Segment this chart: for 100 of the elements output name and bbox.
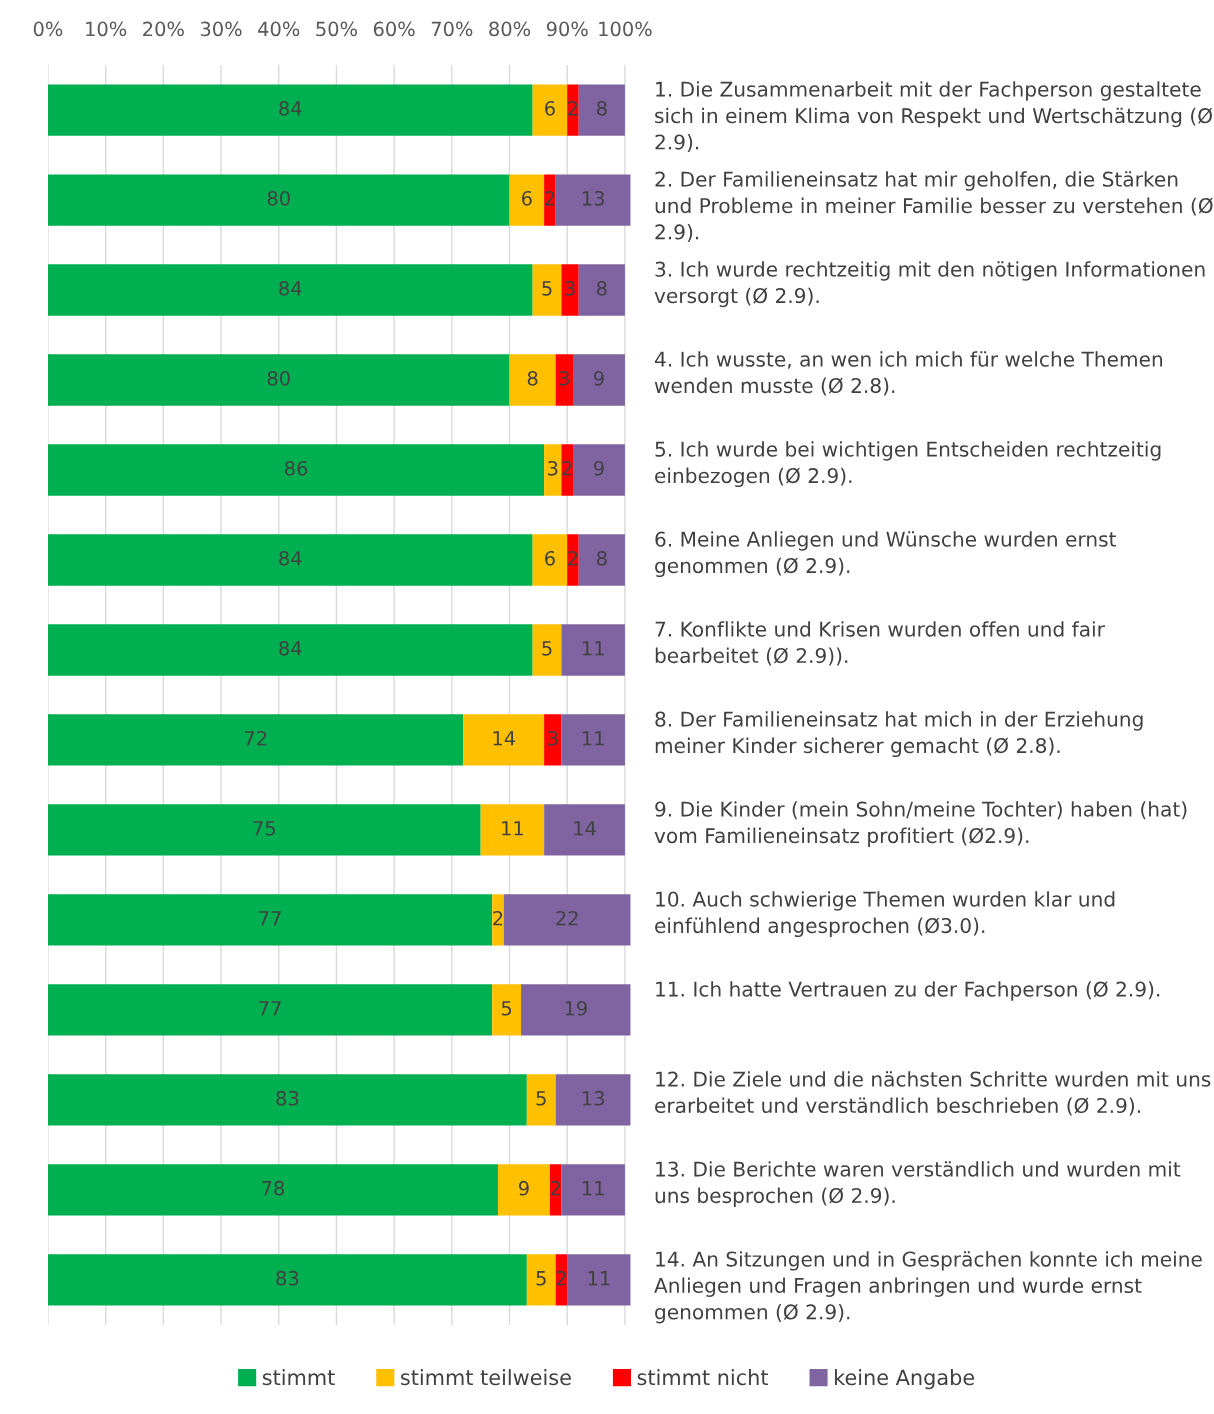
data-label: 14	[493, 731, 516, 746]
bar	[544, 444, 562, 496]
y-tick-label: 13. Die Berichte waren verständlich und wurden mit uns besprochen (Ø 2.9).	[655, 1161, 1181, 1208]
data-label: 14	[574, 821, 596, 836]
y-tick-label: 10. Auch schwierige Themen wurden klar und einfühlend angesprochen (Ø3.0).	[655, 891, 1115, 938]
data-label: 11	[502, 821, 523, 836]
data-label: 9	[593, 370, 604, 386]
bar	[572, 444, 625, 496]
data-label: 11	[588, 1271, 610, 1286]
x-tick-label: 10%	[86, 21, 127, 37]
data-label: 75	[253, 821, 275, 836]
y-tick-label: 6. Meine Anliegen und Wünsche wurden ernst genommen (Ø 2.9).	[655, 531, 1117, 578]
x-tick-label: 60%	[373, 21, 415, 37]
x-tick-label: 50%	[316, 21, 357, 37]
bar	[47, 1254, 527, 1306]
y-tick-label: 8. Der Familieneinsatz hat mich in der Erziehung meiner Kinder sicherer gemacht (Ø 2.8).	[655, 711, 1143, 758]
data-label: 8	[596, 280, 607, 296]
data-label: 11	[582, 731, 604, 746]
data-label: 5	[542, 281, 552, 296]
bar	[47, 264, 533, 316]
data-label: 2	[556, 1270, 566, 1286]
data-label: 2	[568, 550, 578, 566]
legend-label: keine Angabe	[835, 1369, 975, 1390]
data-label: 72	[244, 730, 267, 746]
bar	[503, 894, 631, 946]
data-label: 9	[518, 1180, 529, 1196]
bar	[532, 534, 568, 586]
bar	[544, 174, 556, 226]
bar	[47, 354, 510, 406]
data-label: 19	[565, 1000, 587, 1016]
data-label: 11	[582, 1181, 604, 1196]
bar	[47, 894, 493, 946]
bar	[532, 624, 562, 676]
bar	[561, 1164, 625, 1216]
bar	[578, 84, 625, 136]
bar	[567, 1254, 631, 1306]
data-label: 3	[559, 370, 569, 386]
x-tick-label: 100%	[599, 21, 652, 37]
data-label: 5	[536, 1091, 546, 1106]
data-label: 6	[521, 190, 532, 206]
y-tick-label: 12. Die Ziele und die nächsten Schritte wurden mit uns erarbeitet und verständlich beschrieben (Ø 2.9).	[655, 1071, 1211, 1116]
bar	[526, 1254, 556, 1306]
data-label: 8	[596, 550, 607, 566]
y-tick-label: 2. Der Familieneinsatz hat mir geholfen, die Stärken und Probleme in meiner Familie besser zu verstehen (Ø 2.9).	[655, 171, 1213, 242]
bar	[47, 1164, 498, 1216]
data-label: 5	[536, 1271, 546, 1286]
y-tick-label: 14. An Sitzungen und in Gesprächen konnte ich meine Anliegen und Fragen anbringen und wurde ernst genommen (Ø 2.9).	[654, 1251, 1202, 1324]
bar	[47, 534, 533, 586]
bar	[578, 264, 625, 316]
data-label: 6	[545, 100, 555, 116]
data-label: 11	[582, 641, 604, 656]
bar	[532, 264, 562, 316]
data-label: 86	[284, 460, 308, 476]
data-label: 3	[548, 460, 558, 476]
data-label: 84	[279, 100, 302, 116]
bar	[47, 714, 464, 766]
x-tick-label: 80%	[489, 21, 531, 37]
bar	[47, 84, 533, 136]
data-label: 13	[582, 190, 604, 206]
bar	[47, 984, 493, 1036]
y-tick-label: 7. Konflikte und Krisen wurden offen und fair bearbeitet (Ø 2.9)).	[655, 621, 1105, 666]
data-label: 5	[542, 641, 552, 656]
bar	[47, 444, 545, 496]
bar	[47, 174, 510, 226]
bar	[509, 174, 545, 226]
data-label: 3	[548, 730, 558, 746]
x-tick-label: 90%	[546, 21, 588, 37]
bar	[567, 84, 579, 136]
data-label: 9	[593, 460, 604, 476]
data-label: 22	[556, 910, 578, 926]
data-label: 6	[545, 550, 555, 566]
y-tick-label: 5. Ich wurde bei wichtigen Entscheiden rechtzeitig einbezogen (Ø 2.9).	[655, 441, 1161, 488]
bar	[578, 534, 625, 586]
bar	[555, 1074, 631, 1126]
bar	[561, 264, 579, 316]
data-label: 3	[565, 280, 575, 296]
data-label: 2	[545, 190, 555, 206]
legend-label: stimmt nicht	[637, 1369, 769, 1386]
data-label: 77	[259, 1001, 281, 1016]
data-label: 77	[259, 911, 281, 926]
bar	[47, 804, 481, 856]
y-tick-label: 9. Die Kinder (mein Sohn/meine Tochter) haben (hat) vom Familieneinsatz profitiert (Ø2.9).	[654, 801, 1187, 848]
bar	[555, 174, 631, 226]
y-tick-label: 1. Die Zusammenarbeit mit der Fachperson gestaltete sich in einem Klima von Respekt und Wertschätzung (Ø 2.9).	[655, 81, 1213, 152]
data-label: 8	[596, 100, 607, 116]
bar	[492, 894, 504, 946]
data-label: 8	[527, 370, 538, 386]
bar	[544, 804, 625, 856]
bar	[526, 1074, 556, 1126]
data-label: 2	[568, 100, 578, 116]
x-tick-label: 70%	[431, 21, 473, 37]
data-label: 80	[267, 190, 290, 206]
data-label: 83	[276, 1270, 299, 1286]
bar	[544, 714, 562, 766]
data-label: 84	[279, 280, 302, 296]
bar	[480, 804, 545, 856]
data-label: 2	[493, 910, 503, 926]
bar	[567, 534, 579, 586]
bar	[561, 624, 625, 676]
data-label: 78	[262, 1180, 284, 1196]
